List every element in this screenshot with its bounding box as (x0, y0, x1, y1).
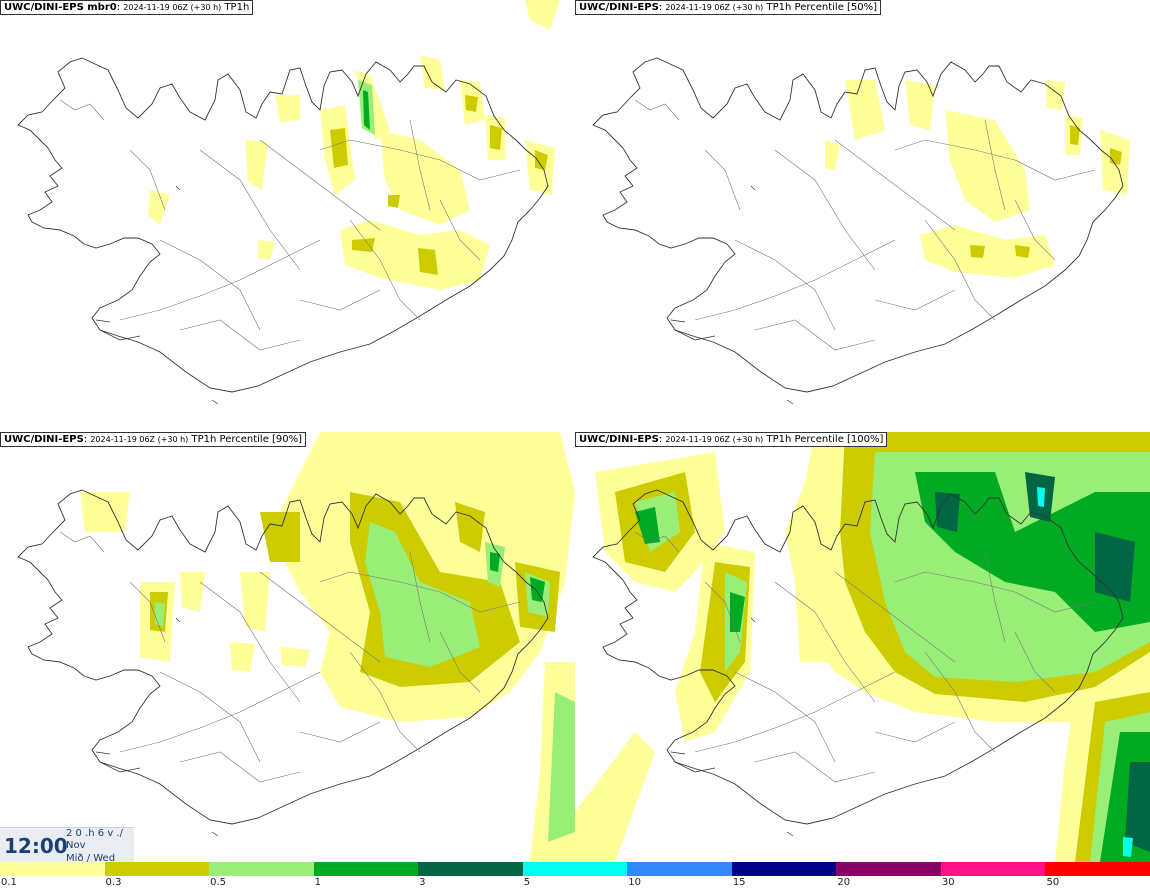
colorbar-swatch (836, 862, 941, 876)
panel-title: UWC/DINI-EPS: 2024-11-19 06Z (+30 h) TP1… (575, 432, 888, 447)
colorbar-tick-label: 1 (314, 877, 321, 888)
colorbar-tick-label: 30 (941, 877, 955, 888)
colorbar-swatch (940, 862, 1046, 876)
colorbar-ticks: 0.1 0.3 0.5 1 3 5 10 15 20 30 50 (0, 877, 1150, 891)
colorbar-swatch (627, 862, 732, 876)
colorbar-tick-label: 0.3 (105, 877, 122, 888)
colorbar-tick-label: 15 (732, 877, 746, 888)
panel-p50: UWC/DINI-EPS: 2024-11-19 06Z (+30 h) TP1… (575, 0, 1150, 430)
colorbar-tick-label: 3 (419, 877, 426, 888)
colorbar-swatch (418, 862, 523, 876)
colorbar-swatch (731, 862, 837, 876)
precip-map (17, 432, 575, 862)
date-weekday: Mið / Wed (66, 853, 116, 862)
colorbar-swatch (1045, 862, 1150, 876)
date-line-1: 2 0 .h 6 v ./ (66, 828, 123, 839)
colorbar-swatch (104, 862, 210, 876)
panel-title: UWC/DINI-EPS: 2024-11-19 06Z (+30 h) TP1… (0, 432, 307, 447)
panel-p90: UWC/DINI-EPS: 2024-11-19 06Z (+30 h) TP1… (0, 432, 575, 862)
colorbar-tick-label: 0.5 (210, 877, 226, 888)
colorbar-swatch (313, 862, 419, 876)
valid-time: 12:00 (4, 834, 68, 858)
colorbar-swatch (0, 862, 105, 876)
colorbar-tick-label: 50 (1046, 877, 1060, 888)
precip-map (17, 0, 560, 405)
precip-map (575, 432, 1150, 862)
date-month: Nov (66, 840, 86, 851)
panel-title: UWC/DINI-EPS mbr0: 2024-11-19 06Z (+30 h… (0, 0, 254, 15)
panel-p100: UWC/DINI-EPS: 2024-11-19 06Z (+30 h) TP1… (575, 432, 1150, 862)
precip-map (592, 57, 1130, 405)
colorbar-tick-label: 10 (628, 877, 641, 888)
colorbar-swatch (522, 862, 628, 876)
valid-time-box: 12:00 2 0 .h 6 v ./ Nov Mið / Wed (0, 827, 134, 862)
colorbar-tick-label: 5 (523, 877, 531, 888)
colorbar-tick-label: 0.1 (1, 877, 17, 888)
colorbar-swatch (209, 862, 314, 876)
colorbar-tick-label: 20 (837, 877, 851, 888)
precip-colorbar (0, 862, 1150, 876)
panel-title: UWC/DINI-EPS: 2024-11-19 06Z (+30 h) TP1… (575, 0, 882, 15)
panel-mbr0: UWC/DINI-EPS mbr0: 2024-11-19 06Z (+30 h… (0, 0, 575, 430)
